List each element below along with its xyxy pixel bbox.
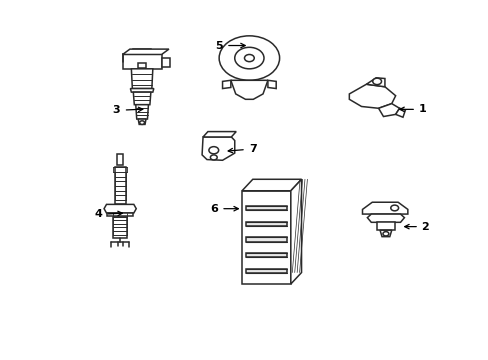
- Circle shape: [208, 147, 218, 154]
- Bar: [242, 191, 290, 284]
- Circle shape: [140, 121, 144, 125]
- Polygon shape: [107, 213, 133, 216]
- Text: 1: 1: [418, 104, 426, 114]
- Bar: [245, 206, 286, 210]
- Polygon shape: [366, 78, 384, 87]
- Bar: [245, 269, 286, 273]
- Circle shape: [382, 231, 388, 236]
- Polygon shape: [378, 104, 399, 117]
- Polygon shape: [138, 119, 146, 125]
- Text: 2: 2: [421, 222, 428, 231]
- Circle shape: [244, 54, 254, 62]
- Bar: [117, 154, 123, 165]
- Bar: [138, 63, 146, 68]
- Text: 3: 3: [112, 105, 120, 115]
- Polygon shape: [366, 214, 404, 222]
- Bar: [245, 222, 286, 226]
- Bar: [245, 253, 286, 257]
- Polygon shape: [242, 179, 301, 191]
- Bar: [115, 167, 125, 204]
- Polygon shape: [379, 230, 391, 237]
- Polygon shape: [122, 49, 168, 54]
- Polygon shape: [202, 137, 234, 160]
- Polygon shape: [122, 49, 161, 69]
- Bar: [245, 237, 286, 242]
- Polygon shape: [290, 179, 301, 284]
- Circle shape: [219, 36, 279, 80]
- Text: 7: 7: [249, 144, 257, 154]
- Bar: [113, 217, 127, 238]
- Text: 5: 5: [214, 41, 222, 50]
- Polygon shape: [348, 84, 395, 108]
- Circle shape: [390, 205, 398, 211]
- Text: 4: 4: [94, 209, 102, 219]
- Polygon shape: [222, 80, 230, 89]
- Polygon shape: [133, 92, 151, 105]
- Polygon shape: [395, 108, 405, 117]
- Bar: [376, 222, 394, 230]
- Circle shape: [234, 47, 264, 69]
- Polygon shape: [161, 58, 170, 67]
- Polygon shape: [136, 105, 148, 119]
- Polygon shape: [104, 204, 136, 213]
- Text: 6: 6: [209, 204, 217, 214]
- Polygon shape: [230, 80, 267, 99]
- Polygon shape: [362, 202, 407, 214]
- Polygon shape: [203, 132, 236, 137]
- Polygon shape: [131, 69, 153, 89]
- Polygon shape: [130, 89, 154, 92]
- Circle shape: [372, 78, 381, 85]
- Circle shape: [210, 155, 217, 160]
- Polygon shape: [267, 80, 276, 89]
